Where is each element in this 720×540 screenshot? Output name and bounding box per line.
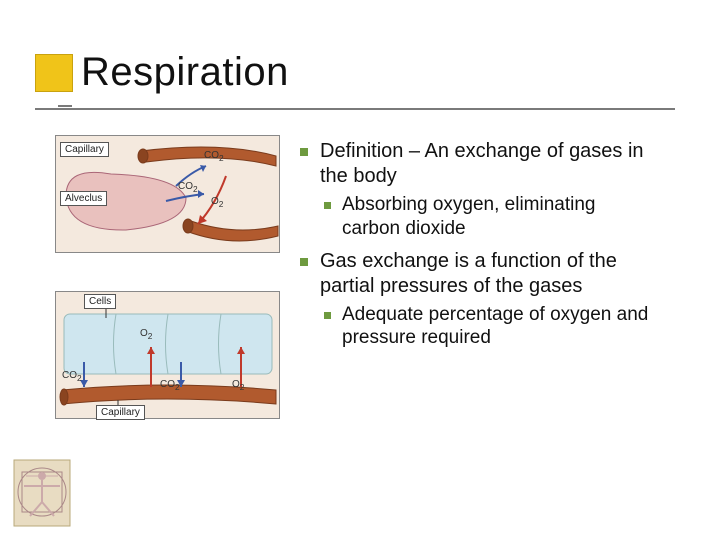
bullet-item: Gas exchange is a function of the partia… xyxy=(298,249,658,351)
sub-bullet-text: Adequate percentage of oxygen and pressu… xyxy=(342,304,648,349)
label-co2-1: CO2 xyxy=(204,150,224,163)
title-underline xyxy=(35,108,675,110)
sub-bullet-list: Absorbing oxygen, eliminating carbon dio… xyxy=(320,193,658,241)
sub-bullet-list: Adequate percentage of oxygen and pressu… xyxy=(320,303,658,351)
page-title: Respiration xyxy=(81,50,289,95)
title-accent-tick xyxy=(58,105,72,107)
label-o2-fig2-1: O2 xyxy=(140,328,152,341)
figure-alveolus: Capillary Alveclus CO2 CO2 O2 xyxy=(55,135,280,253)
label-capillary-2: Capillary xyxy=(96,405,145,420)
label-co2-2: CO2 xyxy=(178,181,198,194)
title-accent-box xyxy=(35,54,73,92)
label-o2-1: O2 xyxy=(211,196,223,209)
figures-column: Capillary Alveclus CO2 CO2 O2 xyxy=(55,135,280,419)
figure-cells: Cells Capillary O2 CO2 CO2 O2 xyxy=(55,291,280,419)
bullet-list: Definition – An exchange of gases in the… xyxy=(298,139,658,350)
label-capillary: Capillary xyxy=(60,142,109,157)
content-area: Capillary Alveclus CO2 CO2 O2 xyxy=(55,135,685,419)
label-cells: Cells xyxy=(84,294,116,309)
label-alveolus: Alveclus xyxy=(60,191,107,206)
title-area: Respiration xyxy=(35,50,289,95)
sub-bullet-item: Absorbing oxygen, eliminating carbon dio… xyxy=(320,193,658,241)
bullet-text: Gas exchange is a function of the partia… xyxy=(320,250,617,297)
label-co2-fig2-1: CO2 xyxy=(62,370,82,383)
sub-bullet-item: Adequate percentage of oxygen and pressu… xyxy=(320,303,658,351)
bullets-column: Definition – An exchange of gases in the… xyxy=(298,139,658,419)
bullet-item: Definition – An exchange of gases in the… xyxy=(298,139,658,241)
vitruvian-icon xyxy=(12,458,72,528)
bullet-text: Definition – An exchange of gases in the… xyxy=(320,140,644,187)
label-o2-fig2-2: O2 xyxy=(232,379,244,392)
cells-diagram-svg xyxy=(56,292,281,420)
sub-bullet-text: Absorbing oxygen, eliminating carbon dio… xyxy=(342,194,596,239)
label-co2-fig2-2: CO2 xyxy=(160,379,180,392)
